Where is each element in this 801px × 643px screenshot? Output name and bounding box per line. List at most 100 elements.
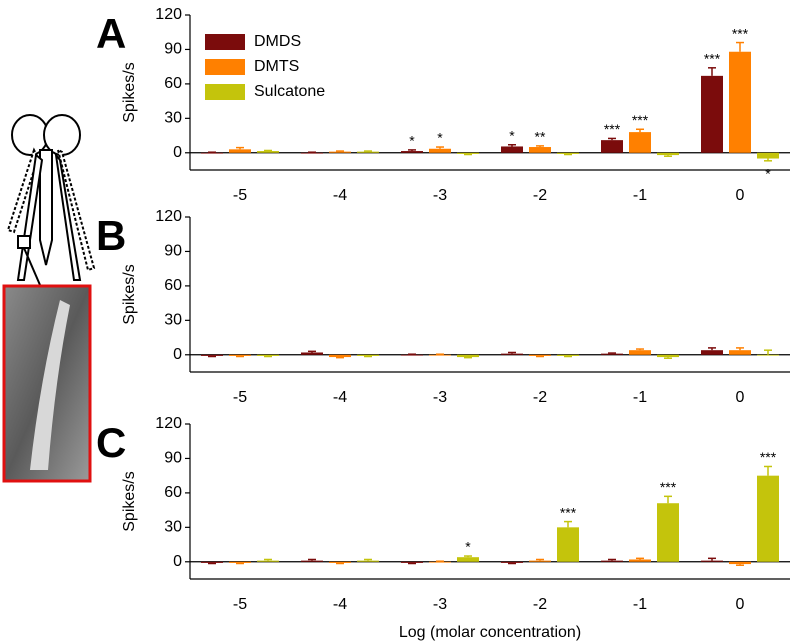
significance-label: *** bbox=[704, 51, 721, 67]
bar bbox=[757, 475, 779, 562]
x-tick-label: -1 bbox=[633, 596, 647, 613]
y-tick-label: 0 bbox=[173, 144, 182, 161]
bar bbox=[501, 561, 523, 563]
y-tick-label: 120 bbox=[155, 415, 182, 432]
bar bbox=[301, 560, 323, 562]
x-tick-label: -2 bbox=[533, 389, 547, 406]
bar bbox=[429, 148, 451, 153]
bar bbox=[301, 152, 323, 154]
legend-label: Sulcatone bbox=[254, 83, 325, 100]
bar bbox=[229, 149, 251, 153]
x-tick-label: -5 bbox=[233, 596, 247, 613]
x-tick-label: -5 bbox=[233, 389, 247, 406]
bar bbox=[557, 354, 579, 356]
bar bbox=[701, 560, 723, 562]
significance-label: * bbox=[409, 133, 415, 149]
significance-label: *** bbox=[660, 479, 677, 495]
y-tick-label: 60 bbox=[164, 277, 182, 294]
bar bbox=[729, 51, 751, 153]
x-tick-label: -4 bbox=[333, 596, 347, 613]
y-tick-label: 0 bbox=[173, 553, 182, 570]
bar bbox=[357, 560, 379, 562]
x-tick-label: -2 bbox=[533, 596, 547, 613]
y-axis-title: Spikes/s bbox=[121, 471, 138, 531]
bar bbox=[357, 151, 379, 153]
bar bbox=[401, 561, 423, 563]
bar bbox=[729, 561, 751, 565]
legend-label: DMTS bbox=[254, 58, 299, 75]
bar bbox=[729, 350, 751, 355]
significance-label: *** bbox=[604, 121, 621, 137]
y-tick-label: 90 bbox=[164, 243, 182, 260]
bar bbox=[629, 132, 651, 153]
bar bbox=[657, 354, 679, 358]
bar bbox=[457, 557, 479, 562]
significance-label: ** bbox=[535, 129, 546, 145]
sensillum-shape bbox=[30, 300, 70, 470]
significance-label: *** bbox=[760, 449, 777, 465]
y-tick-label: 60 bbox=[164, 484, 182, 501]
y-tick-label: 0 bbox=[173, 346, 182, 363]
x-tick-label: -5 bbox=[233, 187, 247, 204]
significance-label: * bbox=[437, 130, 443, 146]
bar bbox=[657, 503, 679, 562]
bar bbox=[601, 140, 623, 153]
panel-label: A bbox=[96, 10, 126, 57]
bar bbox=[229, 561, 251, 563]
bar bbox=[329, 354, 351, 358]
x-axis-title: Log (molar concentration) bbox=[399, 624, 581, 641]
x-tick-label: -1 bbox=[633, 187, 647, 204]
legend-swatch bbox=[205, 84, 245, 100]
legend-swatch bbox=[205, 34, 245, 50]
bar bbox=[701, 75, 723, 153]
x-tick-label: -3 bbox=[433, 187, 447, 204]
bar bbox=[529, 147, 551, 153]
bar bbox=[529, 560, 551, 562]
x-tick-label: -1 bbox=[633, 389, 647, 406]
bar bbox=[557, 152, 579, 154]
x-tick-label: 0 bbox=[736, 596, 745, 613]
bar bbox=[501, 146, 523, 153]
y-tick-label: 30 bbox=[164, 312, 182, 329]
bar bbox=[201, 152, 223, 154]
bar bbox=[529, 354, 551, 356]
bar bbox=[257, 151, 279, 153]
legend-label: DMDS bbox=[254, 33, 301, 50]
bar bbox=[401, 151, 423, 153]
x-tick-label: 0 bbox=[736, 389, 745, 406]
bar bbox=[257, 560, 279, 562]
bar bbox=[229, 354, 251, 356]
bar bbox=[601, 560, 623, 562]
y-tick-label: 30 bbox=[164, 110, 182, 127]
bar bbox=[629, 350, 651, 355]
x-tick-label: -2 bbox=[533, 187, 547, 204]
bar bbox=[701, 350, 723, 355]
bar bbox=[329, 151, 351, 153]
significance-label: * bbox=[765, 166, 771, 182]
bar bbox=[601, 353, 623, 355]
bar bbox=[457, 152, 479, 154]
bar bbox=[329, 561, 351, 563]
significance-label: * bbox=[509, 127, 515, 143]
x-tick-label: -3 bbox=[433, 596, 447, 613]
bar bbox=[301, 352, 323, 355]
panel-label: B bbox=[96, 212, 126, 259]
bar bbox=[201, 354, 223, 356]
bar bbox=[429, 561, 451, 563]
y-tick-label: 90 bbox=[164, 450, 182, 467]
panel-label: C bbox=[96, 419, 126, 466]
bar bbox=[557, 527, 579, 562]
fly-illustration bbox=[6, 114, 96, 286]
y-axis-title: Spikes/s bbox=[121, 62, 138, 122]
significance-label: *** bbox=[632, 112, 649, 128]
x-tick-label: -3 bbox=[433, 389, 447, 406]
significance-label: *** bbox=[732, 25, 749, 41]
bar bbox=[357, 354, 379, 356]
y-tick-label: 90 bbox=[164, 41, 182, 58]
bar bbox=[757, 354, 779, 356]
x-tick-label: -4 bbox=[333, 187, 347, 204]
bar bbox=[401, 354, 423, 356]
bar bbox=[257, 354, 279, 356]
x-tick-label: 0 bbox=[736, 187, 745, 204]
